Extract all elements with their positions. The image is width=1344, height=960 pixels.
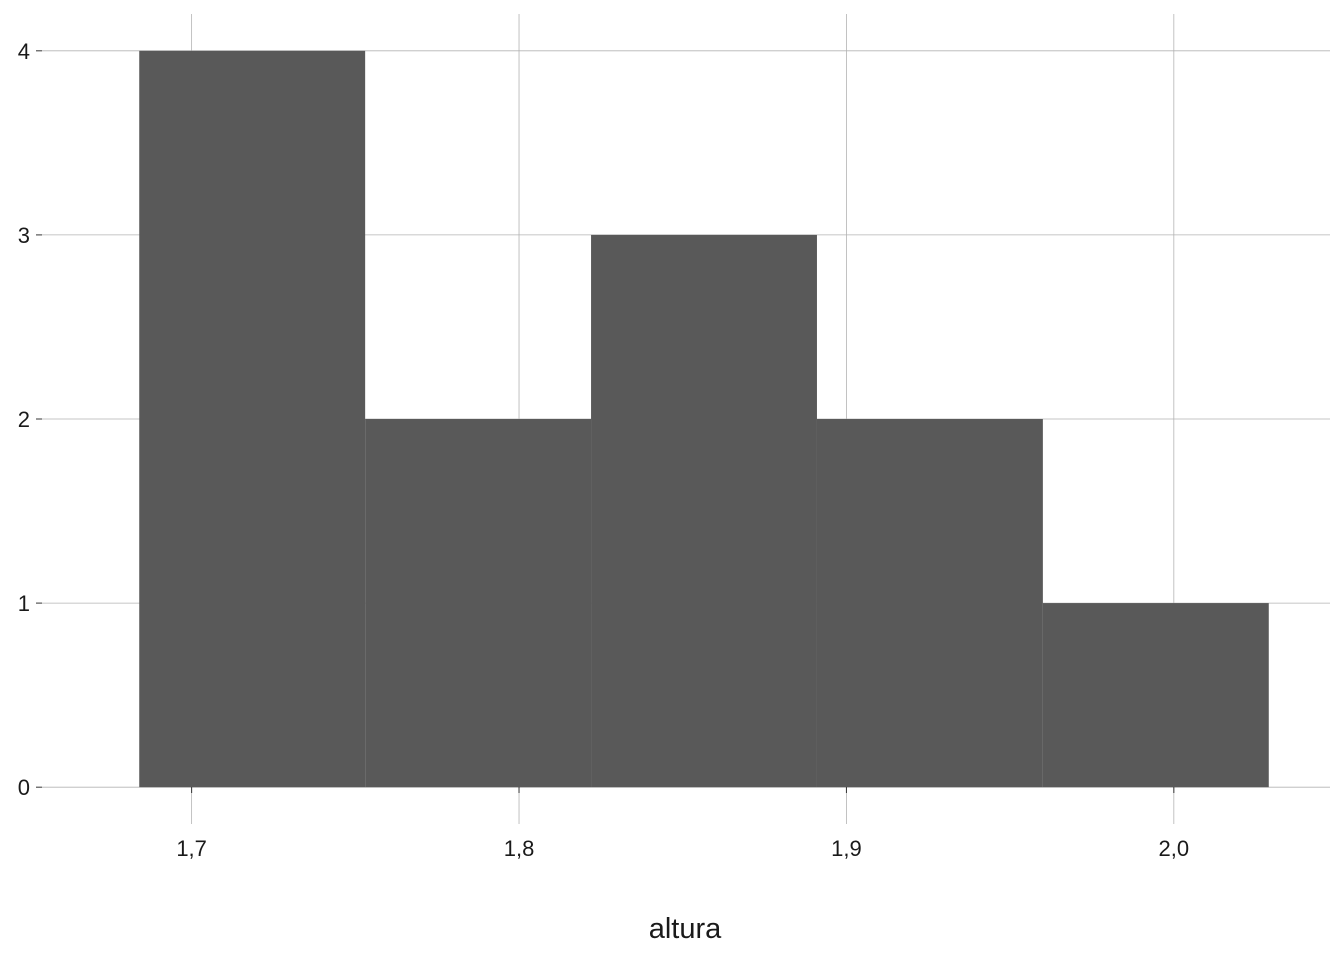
axes: 0 1 2 3 4 1,7 1,8 1,9 2,0 — [18, 39, 1189, 861]
y-tick-label-4: 4 — [18, 39, 30, 64]
x-tick-label-3: 2,0 — [1159, 836, 1190, 861]
histogram-bar-2 — [591, 234, 817, 788]
histogram-bars — [139, 50, 1269, 788]
x-tick-label-1: 1,8 — [504, 836, 535, 861]
y-tick-label-1: 1 — [18, 591, 30, 616]
histogram-bar-3 — [816, 419, 1043, 788]
x-tick-label-2: 1,9 — [831, 836, 862, 861]
x-tick-label-0: 1,7 — [176, 836, 207, 861]
y-tick-label-2: 2 — [18, 407, 30, 432]
y-tick-label-0: 0 — [18, 775, 30, 800]
histogram-bar-0 — [139, 50, 366, 788]
histogram-bar-4 — [1042, 603, 1269, 788]
x-axis-title: altura — [649, 913, 722, 945]
histogram-bar-1 — [365, 419, 592, 788]
y-tick-label-3: 3 — [18, 223, 30, 248]
